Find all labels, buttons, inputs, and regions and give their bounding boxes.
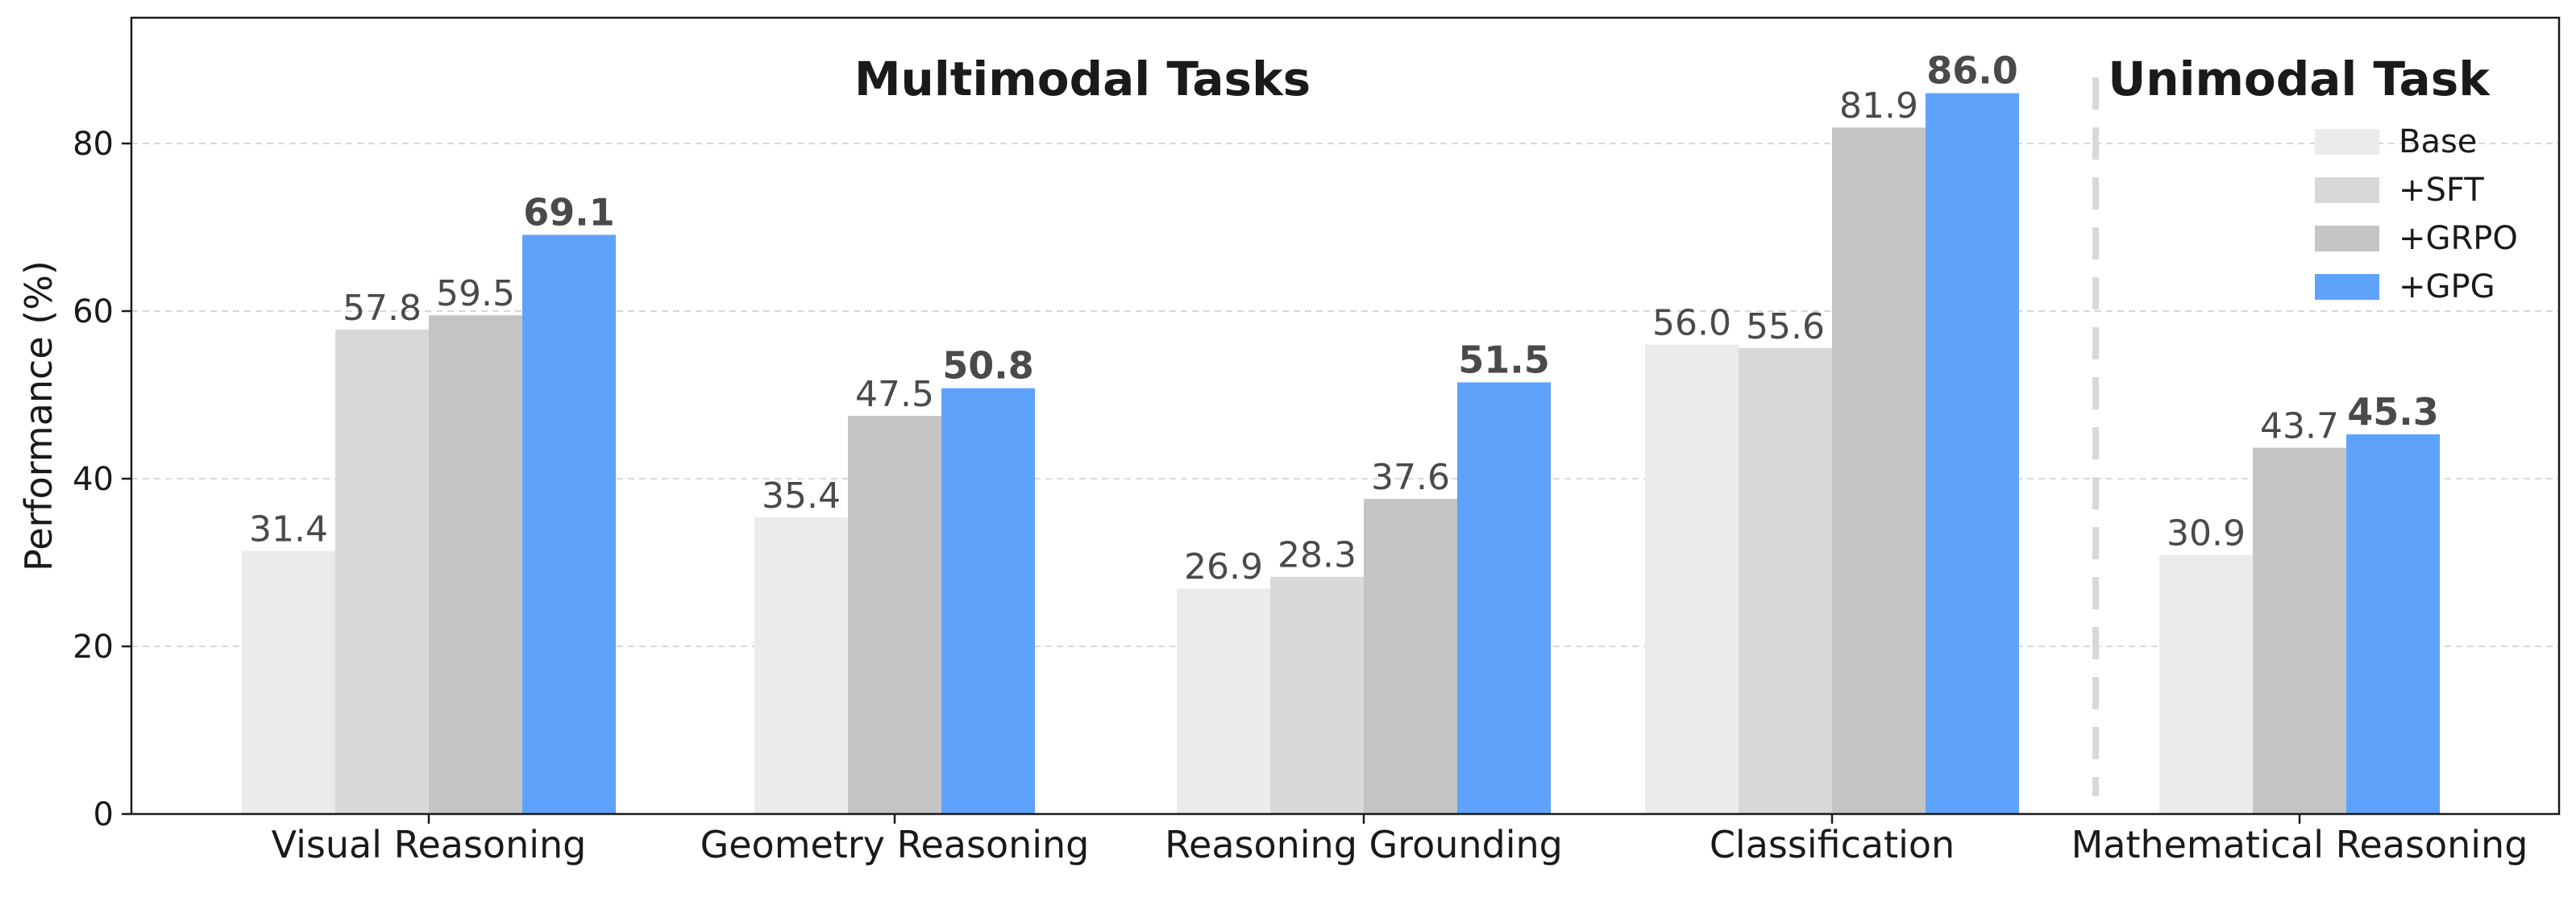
y-tick-label-0: 0 bbox=[93, 796, 114, 833]
bar-mathematical-reasoning-grpo bbox=[2253, 447, 2346, 814]
value-label-geometry-reasoning-gpg: 50.8 bbox=[942, 344, 1034, 388]
x-tick-label-reasoning-grounding: Reasoning Grounding bbox=[1165, 823, 1563, 866]
legend-swatch-gpg bbox=[2315, 274, 2379, 300]
y-tick-label-60: 60 bbox=[73, 293, 114, 330]
bar-visual-reasoning-grpo bbox=[429, 315, 522, 814]
bar-mathematical-reasoning-base bbox=[2159, 554, 2253, 814]
value-label-visual-reasoning-grpo: 59.5 bbox=[436, 273, 515, 314]
bar-geometry-reasoning-base bbox=[754, 517, 848, 814]
value-label-visual-reasoning-sft: 57.8 bbox=[343, 288, 422, 329]
legend-swatch-base bbox=[2315, 129, 2379, 155]
bar-geometry-reasoning-gpg bbox=[941, 388, 1035, 814]
legend-label-grpo: +GRPO bbox=[2399, 220, 2518, 257]
value-label-classification-gpg: 86.0 bbox=[1926, 49, 2018, 93]
legend-label-gpg: +GPG bbox=[2399, 268, 2495, 305]
y-tick-label-20: 20 bbox=[73, 629, 114, 666]
y-axis: 0 20 40 60 80 bbox=[73, 126, 131, 833]
value-label-visual-reasoning-gpg: 69.1 bbox=[523, 190, 615, 234]
group-title-multimodal: Multimodal Tasks bbox=[854, 52, 1311, 106]
bar-classification-gpg bbox=[1926, 93, 2019, 815]
value-label-layer: 31.4 57.8 59.569.1 35.4 47.550.8 26.9 28.3 37.6… bbox=[249, 49, 2439, 588]
value-label-mathematical-reasoning-gpg: 45.3 bbox=[2347, 390, 2439, 434]
bar-mathematical-reasoning-gpg bbox=[2346, 434, 2440, 814]
legend: Base +SFT +GRPO +GPG bbox=[2315, 123, 2518, 305]
x-tick-label-visual-reasoning: Visual Reasoning bbox=[272, 823, 587, 866]
value-label-classification-grpo: 81.9 bbox=[1839, 85, 1918, 127]
value-label-mathematical-reasoning-grpo: 43.7 bbox=[2260, 406, 2339, 447]
value-label-reasoning-grounding-sft: 28.3 bbox=[1278, 535, 1357, 576]
bar-visual-reasoning-base bbox=[242, 550, 335, 814]
x-tick-label-classification: Classification bbox=[1710, 823, 1955, 866]
bar-reasoning-grounding-grpo bbox=[1364, 498, 1457, 814]
value-label-reasoning-grounding-gpg: 51.5 bbox=[1458, 338, 1550, 381]
group-title-unimodal: Unimodal Task bbox=[2108, 52, 2491, 106]
legend-label-sft: +SFT bbox=[2399, 172, 2484, 209]
x-tick-label-geometry-reasoning: Geometry Reasoning bbox=[700, 823, 1090, 866]
value-label-geometry-reasoning-grpo: 47.5 bbox=[855, 374, 934, 415]
value-label-reasoning-grounding-grpo: 37.6 bbox=[1371, 457, 1450, 498]
x-axis: Visual Reasoning Geometry Reasoning Reason… bbox=[272, 814, 2528, 866]
value-label-geometry-reasoning-base: 35.4 bbox=[762, 476, 841, 517]
y-axis-title: Performance (%) bbox=[17, 260, 60, 571]
bar-reasoning-grounding-sft bbox=[1270, 576, 1364, 814]
y-tick-label-80: 80 bbox=[73, 126, 114, 163]
value-label-mathematical-reasoning-base: 30.9 bbox=[2167, 513, 2246, 554]
value-label-reasoning-grounding-base: 26.9 bbox=[1184, 546, 1263, 588]
bar-classification-grpo bbox=[1832, 127, 1926, 815]
plot-frame bbox=[130, 16, 2561, 816]
bar-layer bbox=[242, 93, 2440, 815]
bar-visual-reasoning-sft bbox=[335, 329, 429, 814]
bar-reasoning-grounding-base bbox=[1177, 588, 1270, 814]
value-label-visual-reasoning-base: 31.4 bbox=[249, 509, 328, 550]
bar-geometry-reasoning-grpo bbox=[848, 416, 941, 814]
legend-label-base: Base bbox=[2399, 123, 2477, 160]
legend-swatch-sft bbox=[2315, 177, 2379, 203]
value-label-classification-base: 56.0 bbox=[1652, 303, 1731, 344]
x-tick-label-mathematical-reasoning: Mathematical Reasoning bbox=[2071, 823, 2528, 866]
bar-reasoning-grounding-gpg bbox=[1457, 382, 1551, 814]
value-label-classification-sft: 55.6 bbox=[1746, 306, 1825, 347]
y-tick-label-40: 40 bbox=[73, 461, 114, 498]
bar-classification-sft bbox=[1739, 347, 1832, 814]
bar-classification-base bbox=[1645, 344, 1739, 815]
legend-swatch-grpo bbox=[2315, 226, 2379, 251]
bar-visual-reasoning-gpg bbox=[522, 235, 616, 814]
